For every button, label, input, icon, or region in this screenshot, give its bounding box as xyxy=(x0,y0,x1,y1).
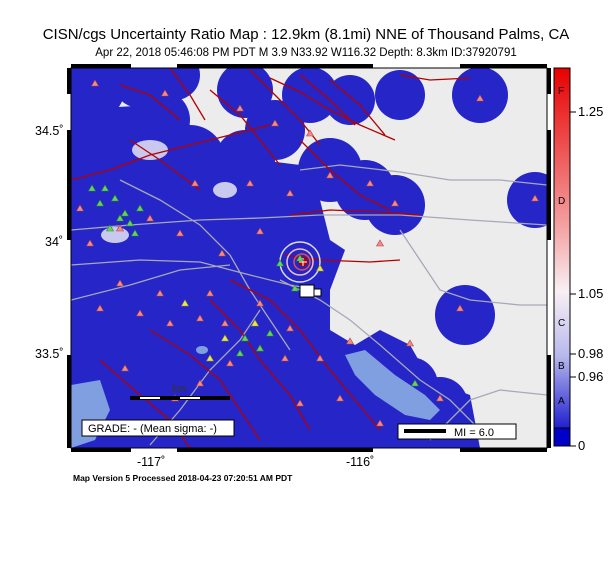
lat-label-34: 34˚ xyxy=(45,235,63,249)
map-version-footer: Map Version 5 Processed 2018-04-23 07:20… xyxy=(73,473,292,483)
grade-box: GRADE: - (Mean sigma: -) xyxy=(82,420,234,436)
colorbar-value-0-98: 0.98 xyxy=(578,346,603,361)
grade-letter-a: A xyxy=(558,396,565,407)
colorbar-value-1-05: 1.05 xyxy=(578,286,603,301)
grade-text: GRADE: - (Mean sigma: -) xyxy=(88,423,217,435)
mi-text: MI = 6.0 xyxy=(454,427,494,439)
map-area: km xyxy=(61,50,563,458)
colorbar-value-0: 0 xyxy=(578,438,585,453)
scale-label: km xyxy=(172,383,187,395)
grade-letter-b: B xyxy=(558,361,565,372)
grade-letter-f: F xyxy=(558,86,564,97)
lon-label-116: -116˚ xyxy=(346,455,374,469)
mi-legend-box: MI = 6.0 xyxy=(398,424,516,439)
grade-letter-c: C xyxy=(558,318,565,329)
colorbar-value-1-25: 1.25 xyxy=(578,104,603,119)
lat-label-33-5: 33.5˚ xyxy=(35,347,64,361)
colorbar xyxy=(554,68,576,446)
colorbar-value-0-96: 0.96 xyxy=(578,369,603,384)
lat-label-34-5: 34.5˚ xyxy=(35,124,64,138)
lon-label-117: -117˚ xyxy=(137,455,165,469)
grade-letter-d: D xyxy=(558,196,565,207)
